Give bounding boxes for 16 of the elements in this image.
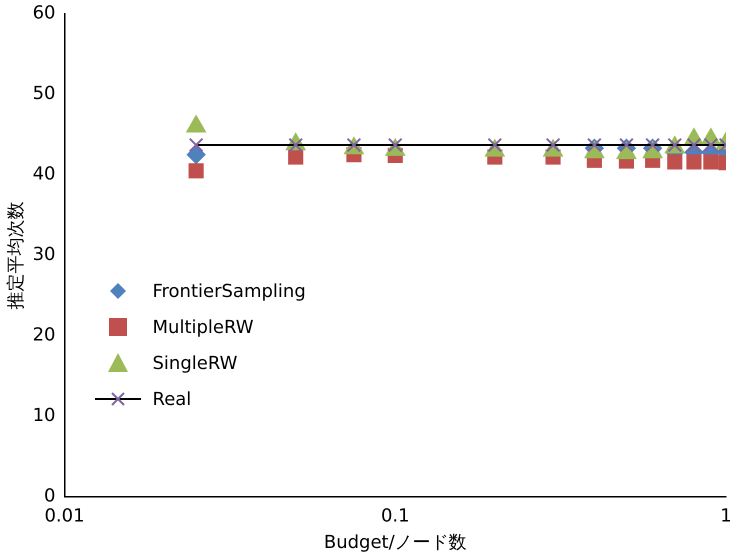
y-tick-label: 40 [32,163,56,184]
legend-label: SingleRW [152,352,238,374]
y-axis-title: 推定平均次数 [5,201,26,310]
y-tick-label: 30 [32,244,56,265]
legend-label: FrontierSampling [152,280,306,302]
x-tick-label: 1 [720,505,732,526]
y-tick-label: 60 [32,2,56,24]
y-tick-label: 0 [44,485,56,506]
y-tick-label: 50 [32,82,56,104]
y-tick-label: 20 [32,324,56,346]
legend-label: Real [152,388,192,410]
x-tick-label: 0.01 [44,505,85,526]
y-tick-label: 10 [32,404,56,426]
x-axis-title: Budget/ノード数 [324,532,467,553]
legend-label: MultipleRW [152,316,254,338]
x-tick-label: 0.1 [380,505,410,526]
